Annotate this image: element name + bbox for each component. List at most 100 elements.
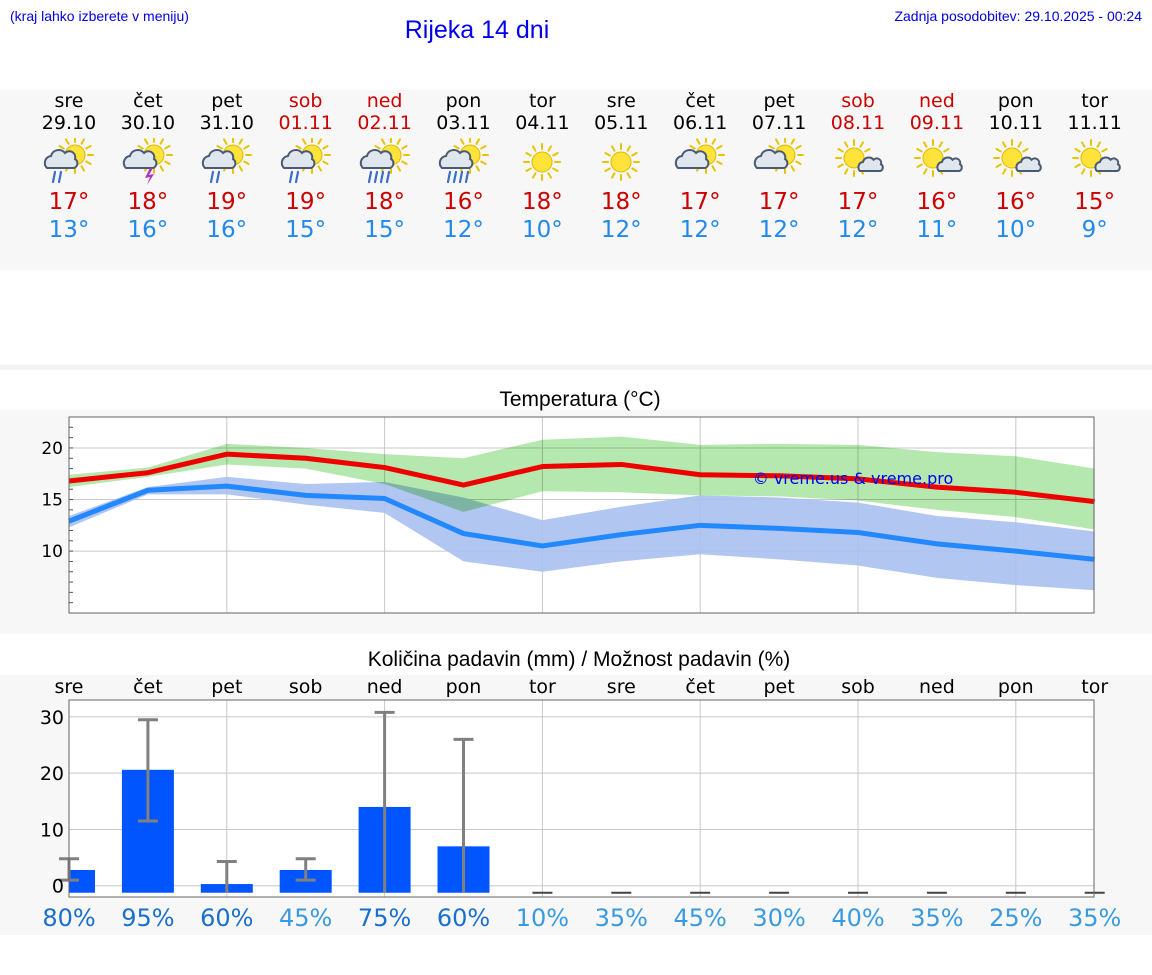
sun-icon	[602, 143, 641, 181]
section-divider	[0, 365, 1152, 370]
day-date: 04.11	[515, 112, 570, 134]
day-name: pon	[445, 90, 482, 112]
precipitation-probability: 45%	[279, 904, 332, 932]
max-temperature: 16°	[443, 189, 484, 215]
day-column: tor 04.11 18° 10°	[502, 90, 582, 244]
y-tick-label: 30	[40, 707, 64, 729]
cloud-shape	[1015, 156, 1042, 172]
last-updated: Zadnja posodobitev: 29.10.2025 - 00:24	[894, 8, 1142, 24]
sun-shape	[602, 143, 641, 181]
watermark: © vreme.us & vreme.pro	[753, 469, 954, 488]
day-date: 01.11	[278, 112, 333, 134]
sun-shape	[523, 143, 562, 181]
day-date: 06.11	[672, 112, 728, 134]
location-menu-hint[interactable]: (kraj lahko izberete v meniju)	[10, 8, 189, 24]
day-date: 08.11	[830, 112, 886, 134]
sun-small-cloud-icon	[1071, 139, 1121, 177]
daily-forecast-background	[0, 90, 1152, 270]
precipitation-probability: 75%	[358, 904, 411, 932]
day-label: ned	[919, 676, 955, 698]
day-label: sre	[55, 676, 84, 698]
day-label: tor	[529, 676, 556, 698]
precipitation-probability: 35%	[1068, 904, 1121, 932]
precipitation-probability: 45%	[674, 904, 727, 932]
min-temperature: 12°	[837, 217, 879, 243]
cloud-shape	[280, 149, 316, 169]
precipitation-chart-title: Količina padavin (mm) / Možnost padavin …	[367, 648, 791, 671]
day-date: 09.11	[909, 112, 965, 134]
y-tick-label: 20	[41, 439, 63, 459]
max-temperature: 18°	[522, 189, 563, 215]
rain-drop	[57, 170, 63, 184]
day-date: 07.11	[751, 112, 807, 134]
day-date: 11.11	[1067, 112, 1122, 134]
max-temperature: 19°	[285, 189, 327, 215]
min-temperature-line	[68, 483, 1095, 562]
cloud-shape	[857, 156, 884, 172]
plot-border	[68, 416, 1095, 614]
day-name: ned	[366, 90, 403, 112]
precipitation-bar	[69, 869, 95, 893]
y-tick-label: 0	[52, 876, 64, 898]
rain-drop	[294, 170, 299, 184]
y-tick-label: 20	[40, 763, 64, 785]
max-temperature-line	[68, 451, 1095, 505]
day-column: sre 29.10 17° 13°	[29, 90, 109, 244]
day-date: 29.10	[41, 112, 97, 134]
cloud-shape	[359, 149, 394, 169]
day-date: 05.11	[594, 112, 649, 134]
min-temperature: 15°	[285, 217, 327, 243]
day-column: ned 09.11 16° 11°	[897, 90, 977, 244]
min-temperature: 16°	[127, 217, 169, 243]
min-temperature: 16°	[206, 217, 248, 243]
rain-drop	[51, 170, 57, 184]
day-column: pet 31.10 19° 16°	[187, 90, 267, 244]
min-temperature: 12°	[679, 217, 721, 243]
max-temperature: 18°	[127, 189, 169, 215]
min-temperature-band	[69, 476, 1095, 591]
rain-drop	[288, 170, 293, 184]
day-column: pon 03.11 16° 12°	[424, 90, 504, 244]
day-name: pet	[763, 90, 795, 112]
min-temperature: 10°	[995, 217, 1037, 243]
day-column: pet 07.11 17° 12°	[739, 90, 819, 244]
max-temperature: 17°	[837, 189, 879, 215]
rain-drop	[367, 170, 372, 184]
day-column: čet 30.10 18° 16°	[108, 90, 188, 244]
precipitation-probability: 80%	[42, 904, 95, 932]
day-name: sob	[288, 90, 323, 112]
day-column: sob 08.11 17° 12°	[818, 90, 898, 244]
day-label: sob	[289, 676, 323, 698]
rain-drop	[209, 170, 214, 184]
rain-drop	[215, 170, 220, 184]
day-date: 31.10	[199, 112, 254, 134]
y-tick-label: 10	[41, 542, 63, 562]
day-name: ned	[918, 90, 955, 112]
sun-cloud-thunder-icon	[122, 138, 173, 185]
day-label: čet	[685, 676, 715, 698]
lightning-bolt	[144, 168, 154, 185]
rain-drop	[458, 170, 463, 184]
day-name: čet	[133, 90, 163, 112]
min-temperature: 13°	[48, 217, 90, 243]
min-temperature: 12°	[443, 217, 484, 243]
precipitation-probability: 95%	[121, 904, 174, 932]
max-temperature: 16°	[995, 189, 1037, 215]
day-column: sob 01.11 19° 15°	[266, 90, 346, 244]
y-tick-label: 10	[40, 819, 64, 841]
rain-drop	[446, 170, 451, 184]
day-label: sob	[841, 676, 875, 698]
day-name: tor	[1081, 90, 1109, 112]
day-column: sre 05.11 18° 12°	[581, 90, 661, 244]
day-name: sob	[841, 90, 875, 112]
day-column: ned 02.11 18° 15°	[345, 90, 425, 244]
day-label: pon	[998, 676, 1034, 698]
day-label: tor	[1081, 676, 1108, 698]
day-date: 30.10	[120, 112, 176, 134]
day-label: pet	[763, 676, 794, 698]
temperature-chart-title: Temperatura (°C)	[499, 388, 661, 411]
rain-drop	[464, 170, 469, 184]
day-date: 03.11	[436, 112, 491, 134]
